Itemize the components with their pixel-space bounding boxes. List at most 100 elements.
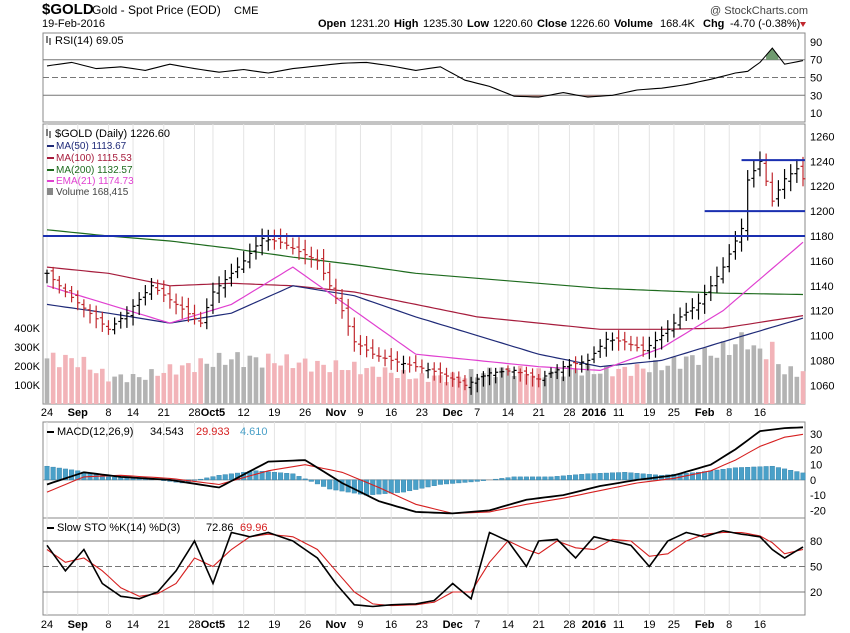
date-tick-label: 21: [533, 619, 545, 631]
volume-bar: [296, 362, 302, 404]
macd-histogram-bar: [542, 476, 548, 481]
rsi-legend-icon: [46, 36, 51, 45]
price-bar: [265, 229, 271, 251]
support-resistance-lines: [43, 159, 805, 237]
price-bar: [62, 283, 68, 298]
legend-ma200: MA(200) 1132.57: [56, 165, 133, 176]
volume-bar: [173, 374, 179, 404]
price-bar: [462, 375, 468, 391]
date-tick-label: 14: [502, 407, 514, 419]
macd-histogram-bar: [769, 465, 775, 481]
date-tick-label: 7: [474, 407, 480, 419]
price-bar: [622, 331, 628, 351]
price-bar: [425, 362, 431, 379]
ma100-line: [46, 266, 804, 330]
price-bar: [400, 355, 406, 374]
volume-bar: [567, 365, 572, 404]
macd-histogram-bar: [511, 476, 517, 481]
price-bar: [99, 311, 105, 332]
price-bar: [566, 358, 572, 377]
date-tick-label: 12: [238, 407, 250, 419]
volume-bar: [130, 374, 136, 404]
volume-bar: [69, 358, 74, 404]
price-bar: [585, 353, 591, 371]
macd-histogram-bar: [726, 468, 732, 481]
macd-histogram-bar: [616, 472, 622, 481]
volume-bar: [653, 360, 658, 404]
volume-bar: [235, 352, 240, 404]
legend-volume-swatch: [47, 188, 53, 195]
volume-bar: [450, 372, 455, 404]
open-value: 1231.20: [350, 18, 390, 30]
volume-bar: [720, 341, 726, 404]
date-tick-label: 23: [416, 407, 428, 419]
volume-bar: [610, 376, 615, 404]
price-legend: $GOLD (Daily) 1226.60 MA(50) 1113.67 MA(…: [46, 128, 170, 198]
volume-bar: [63, 354, 68, 404]
macd-histogram-bar: [505, 477, 511, 481]
price-bar: [702, 284, 708, 314]
volume-bar: [290, 368, 296, 404]
macd-histogram-bar: [745, 467, 751, 481]
volume-bar: [560, 376, 566, 404]
date-tick-label: 24: [41, 407, 53, 419]
close-value: 1226.60: [570, 18, 610, 30]
volume-bar: [751, 345, 757, 404]
date-tick-label: 19: [268, 619, 280, 631]
price-bar: [105, 320, 111, 335]
price-bar: [659, 326, 665, 350]
price-bar: [185, 297, 191, 323]
macd-histogram-bar: [591, 473, 597, 481]
price-bar: [228, 263, 234, 287]
macd-histogram-bar: [394, 479, 400, 493]
price-bar: [634, 336, 640, 352]
date-tick-label: 12: [238, 619, 250, 631]
date-tick-label: 21: [158, 619, 170, 631]
price-bar: [333, 278, 339, 304]
price-tick-label: 1180: [810, 231, 834, 243]
macd-histogram-bar: [462, 479, 468, 483]
price-bar: [652, 331, 658, 358]
volume-bar: [444, 382, 449, 404]
price-bar: [511, 366, 517, 380]
price-bar: [308, 246, 314, 268]
macd-histogram-bar: [327, 479, 333, 490]
macd-histogram-bar: [333, 479, 339, 491]
volume-bar: [259, 367, 265, 404]
macd-legend-label: MACD(12,26,9): [57, 426, 133, 438]
macd-tick-label: 10: [810, 460, 822, 472]
volume-bar: [388, 372, 394, 404]
date-tick-label: 26: [299, 619, 311, 631]
macd-histogram-bar: [265, 471, 271, 481]
volume-label: Volume: [614, 18, 653, 30]
macd-series: [43, 426, 806, 515]
macd-histogram-bar: [302, 478, 308, 481]
date-tick-label: Oct5: [201, 619, 225, 631]
rsi-tick-label: 10: [810, 108, 822, 120]
price-bar: [198, 311, 204, 328]
price-tick-label: 1060: [810, 380, 834, 392]
price-bars: [44, 151, 806, 395]
sto-tick-label: 50: [810, 562, 822, 574]
date-tick-label: 25: [668, 407, 680, 419]
volume-bar: [339, 369, 345, 404]
volume-bar: [44, 358, 50, 404]
price-bar: [708, 275, 714, 302]
price-legend-icon: [46, 129, 51, 138]
date-tick-label: 28: [188, 407, 200, 419]
macd-histogram-bar: [609, 472, 615, 481]
volume-bar: [702, 347, 707, 404]
price-bar: [493, 367, 499, 384]
date-tick-label: 23: [416, 619, 428, 631]
volume-bar: [192, 372, 197, 404]
macd-tick-label: 0: [810, 475, 816, 487]
price-bar: [192, 304, 198, 325]
date-tick-label: 7: [474, 619, 480, 631]
price-bar: [628, 335, 634, 352]
price-bar: [376, 347, 382, 362]
macd-histogram-bar: [62, 468, 68, 481]
macd-tick-label: -10: [810, 490, 826, 502]
price-bar: [235, 257, 241, 279]
price-bar: [302, 239, 308, 265]
